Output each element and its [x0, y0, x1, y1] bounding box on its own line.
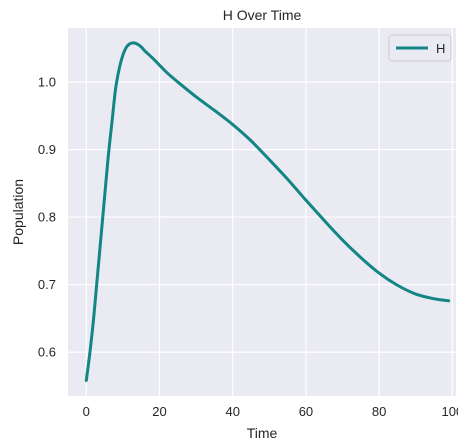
legend: H	[388, 34, 452, 62]
legend-label-H: H	[436, 41, 445, 56]
series-line-H	[84, 41, 451, 382]
x-tick-label: 80	[372, 404, 386, 419]
grid-lines	[68, 28, 456, 396]
x-tick-label: 20	[152, 404, 166, 419]
x-tick-label: 100	[441, 404, 458, 419]
series-lines	[84, 41, 451, 382]
x-axis-title: Time	[247, 425, 278, 441]
chart-title: H Over Time	[223, 7, 302, 23]
y-tick-label: 0.6	[38, 345, 56, 360]
x-tick-label: 0	[83, 404, 90, 419]
plot-area	[68, 28, 456, 396]
tick-labels: 0 20 40 60 80 100 0.6 0.7 0.8 0.9 1.0	[38, 75, 458, 419]
x-tick-label: 40	[225, 404, 239, 419]
y-tick-label: 0.8	[38, 210, 56, 225]
x-tick-label: 60	[299, 404, 313, 419]
y-tick-label: 0.7	[38, 277, 56, 292]
y-tick-label: 1.0	[38, 75, 56, 90]
y-tick-label: 0.9	[38, 142, 56, 157]
y-axis-title: Population	[10, 179, 26, 245]
